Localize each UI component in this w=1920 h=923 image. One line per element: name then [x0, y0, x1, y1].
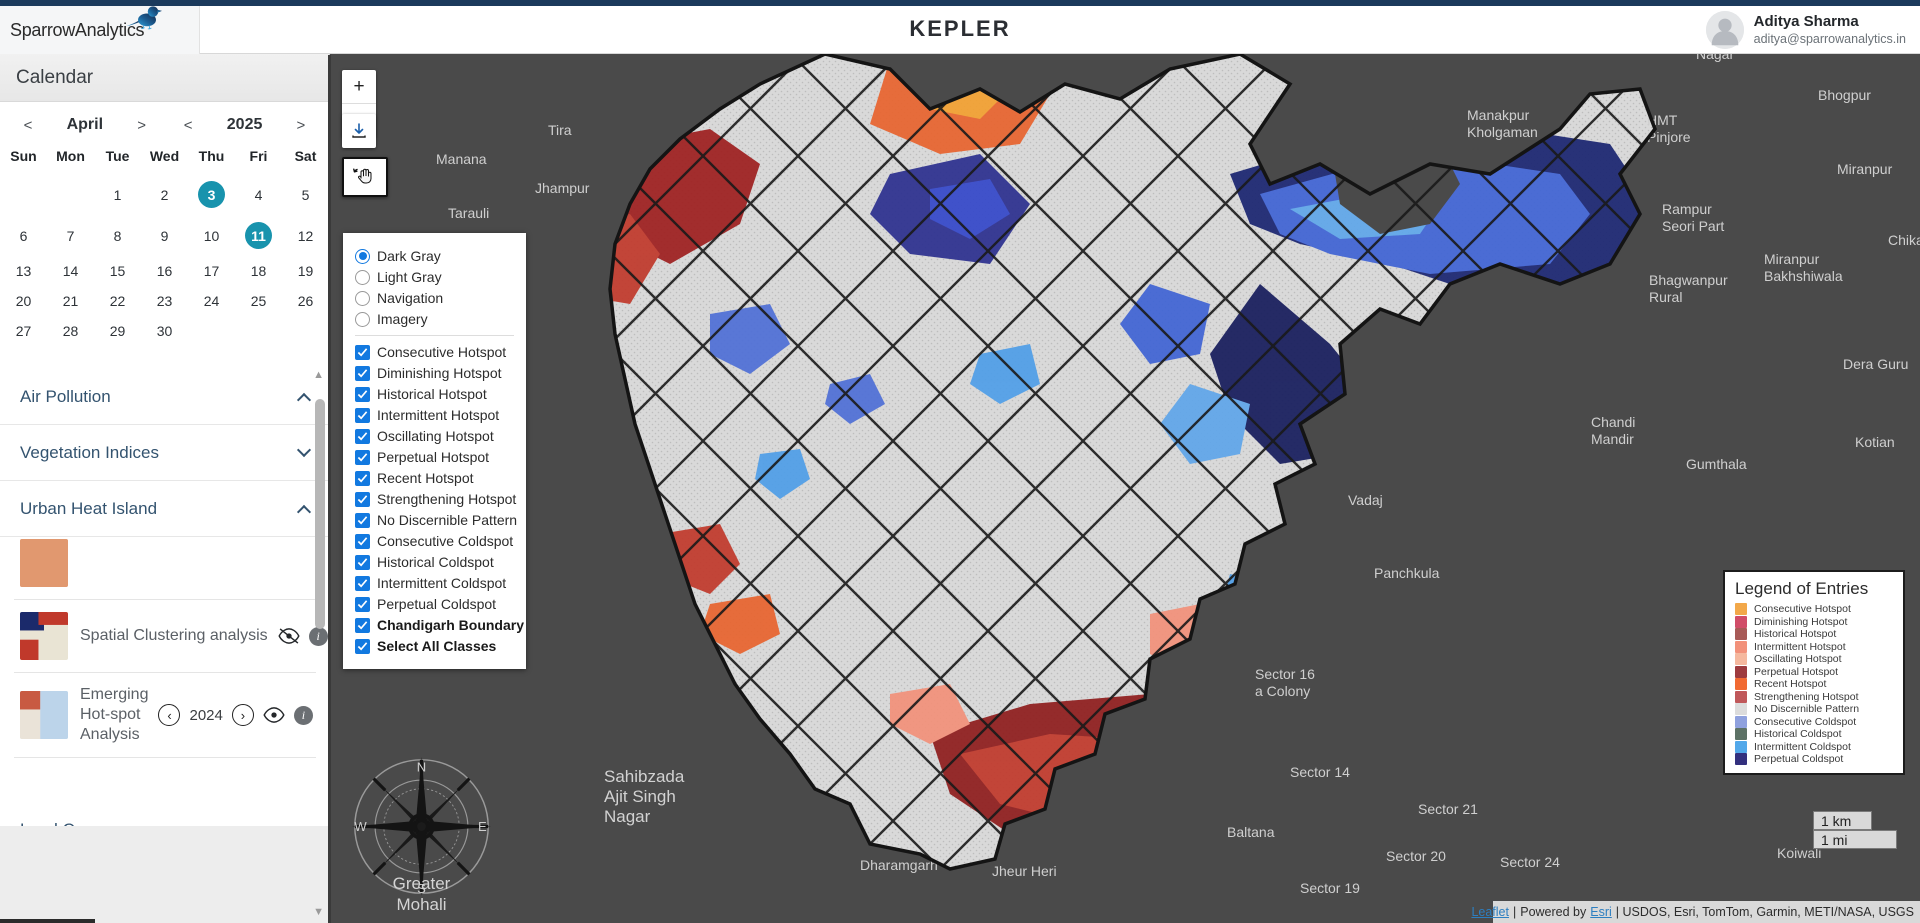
svg-text:Rural: Rural — [1649, 289, 1682, 305]
svg-text:Sector 20: Sector 20 — [1386, 848, 1446, 864]
svg-text:Nagar: Nagar — [604, 807, 651, 826]
svg-text:Ajit Singh: Ajit Singh — [604, 787, 676, 806]
svg-text:Baltana: Baltana — [1227, 824, 1275, 840]
svg-text:Miranpur: Miranpur — [1837, 161, 1893, 177]
svg-text:Manakpur: Manakpur — [1467, 107, 1530, 123]
svg-text:Tira: Tira — [548, 122, 572, 138]
svg-text:Manana: Manana — [436, 151, 487, 167]
svg-text:Miranpur: Miranpur — [1764, 251, 1820, 267]
svg-text:Tarauli: Tarauli — [448, 205, 489, 221]
svg-text:Kholgaman: Kholgaman — [1467, 124, 1538, 140]
svg-text:Sector 14: Sector 14 — [1290, 764, 1350, 780]
svg-text:Dera Guru: Dera Guru — [1843, 356, 1908, 372]
svg-text:E: E — [478, 819, 487, 834]
svg-text:Bakhshiwala: Bakhshiwala — [1764, 268, 1843, 284]
svg-text:Bhagwanpur: Bhagwanpur — [1649, 272, 1728, 288]
svg-text:Chikan: Chikan — [1888, 232, 1920, 248]
svg-text:Gumthala: Gumthala — [1686, 456, 1747, 472]
svg-text:Vadaj: Vadaj — [1348, 492, 1383, 508]
svg-text:N: N — [417, 759, 426, 774]
svg-text:Sector 24: Sector 24 — [1500, 854, 1560, 870]
svg-text:Sector 16: Sector 16 — [1255, 666, 1315, 682]
svg-text:Mandir: Mandir — [1591, 431, 1634, 447]
svg-text:Sahibzada: Sahibzada — [604, 767, 685, 786]
svg-text:Dharamgarh: Dharamgarh — [860, 857, 938, 873]
svg-text:Sector 19: Sector 19 — [1300, 880, 1360, 896]
svg-text:Nagar: Nagar — [1696, 54, 1734, 62]
svg-text:Rampur: Rampur — [1662, 201, 1712, 217]
svg-text:Jheur Heri: Jheur Heri — [992, 863, 1057, 879]
svg-text:Bhogpur: Bhogpur — [1818, 87, 1871, 103]
svg-text:Panchkula: Panchkula — [1374, 565, 1440, 581]
svg-text:Seori Part: Seori Part — [1662, 218, 1724, 234]
svg-text:Jhampur: Jhampur — [535, 180, 590, 196]
svg-text:a Colony: a Colony — [1255, 683, 1310, 699]
svg-text:Sector 21: Sector 21 — [1418, 801, 1478, 817]
svg-text:W: W — [354, 819, 367, 834]
svg-text:Chandi: Chandi — [1591, 414, 1635, 430]
svg-text:Kotian: Kotian — [1855, 434, 1895, 450]
